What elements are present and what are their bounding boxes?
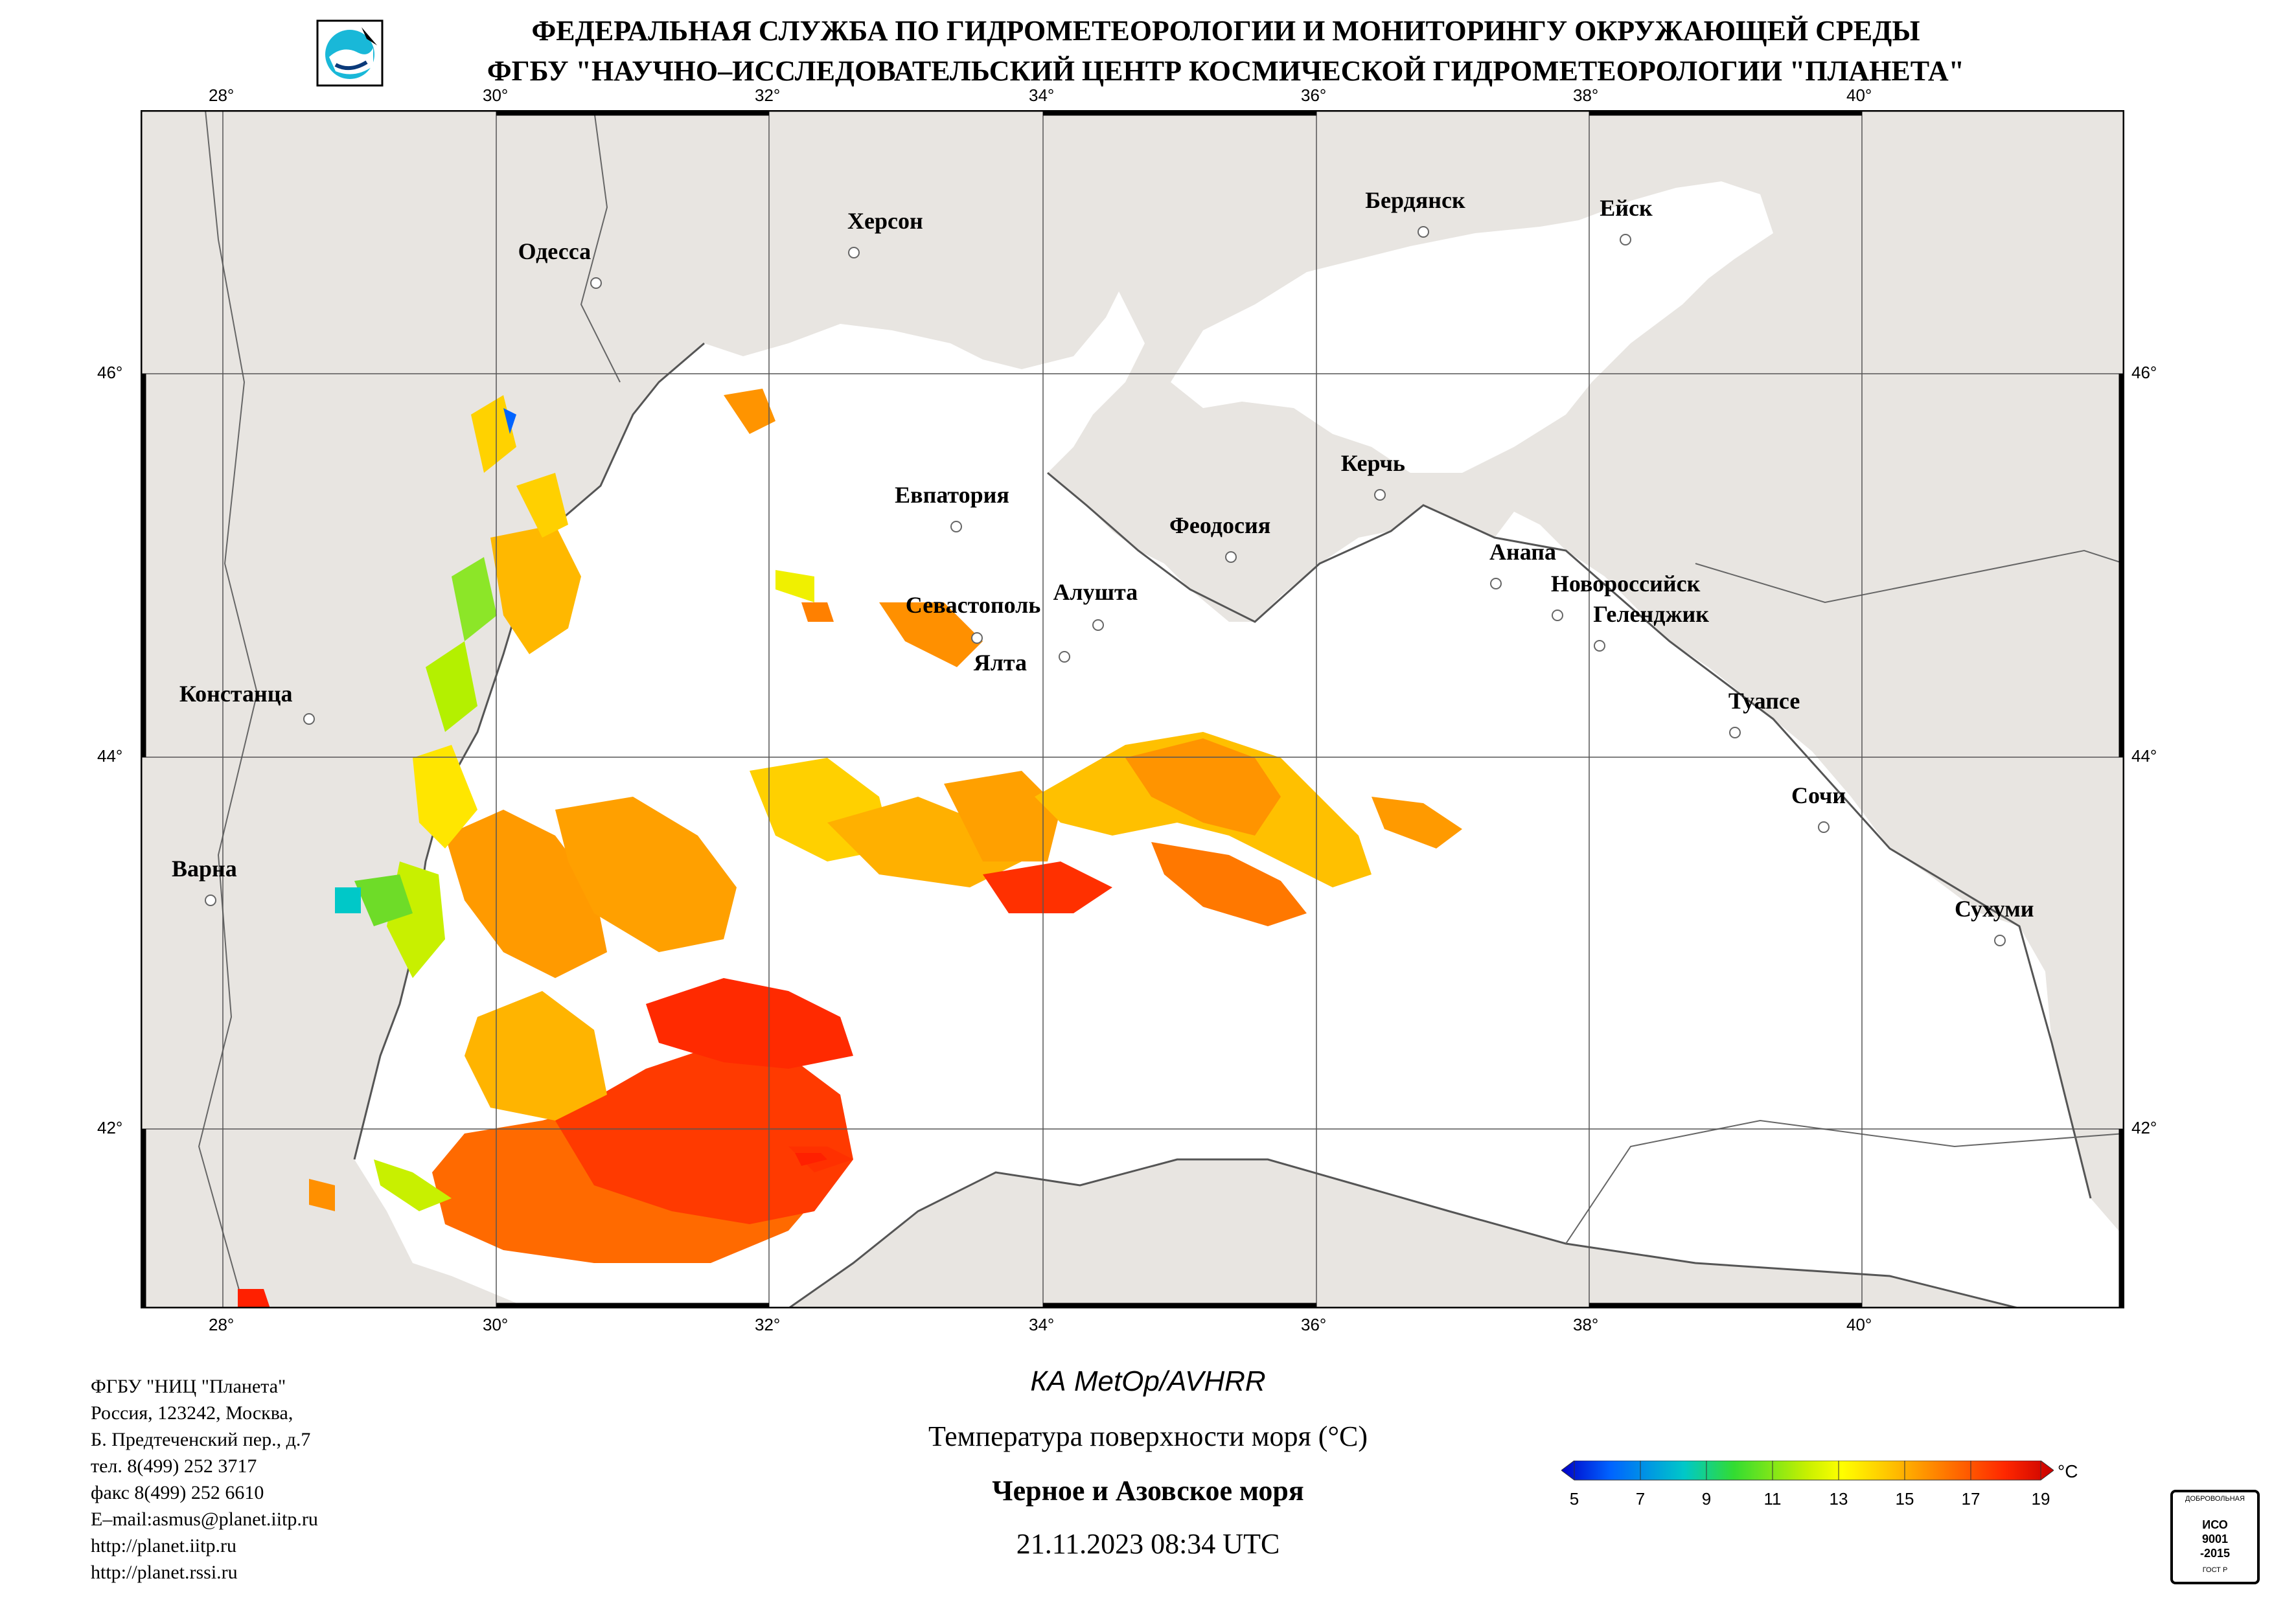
city-marker	[950, 521, 963, 533]
address-line[interactable]: http://planet.rssi.ru	[91, 1562, 238, 1583]
lon-label-top: 32°	[755, 85, 781, 105]
city-marker	[1224, 551, 1237, 563]
header-line-1: ФЕДЕРАЛЬНАЯ СЛУЖБА ПО ГИДРОМЕТЕОРОЛОГИИ …	[531, 15, 1920, 47]
iso-badge-line2: 9001	[2201, 1533, 2229, 1545]
city-label: Геленджик	[1593, 600, 1710, 627]
colorbar-tick: 11	[1764, 1489, 1782, 1509]
address-block: ФГБУ "НИЦ "Планета" Россия, 123242, Моск…	[91, 1373, 318, 1586]
city-label: Евпатория	[895, 482, 1009, 508]
colorbar-tick: 17	[1962, 1489, 1980, 1509]
colorbar-tick: 13	[1830, 1489, 1848, 1509]
lat-label-left: 44°	[97, 746, 123, 766]
lon-label-bottom: 30°	[483, 1315, 509, 1334]
address-line: факс 8(499) 252 6610	[91, 1482, 264, 1503]
header-line-2: ФГБУ "НАУЧНО–ИССЛЕДОВАТЕЛЬСКИЙ ЦЕНТР КОС…	[487, 55, 1965, 87]
parameter-label: Температура поверхности моря (°С)	[928, 1420, 1368, 1452]
lon-label-top: 40°	[1846, 85, 1872, 105]
address-line[interactable]: http://planet.iitp.ru	[91, 1535, 236, 1556]
colorbar-tick: 19	[2032, 1489, 2050, 1509]
lat-label-left: 42°	[97, 1118, 123, 1137]
lon-label-top: 38°	[1573, 85, 1599, 105]
city-label: Керчь	[1340, 450, 1405, 476]
address-line: ФГБУ "НИЦ "Планета"	[91, 1376, 286, 1397]
city-label: Туапсе	[1728, 687, 1800, 714]
city-label: Ейск	[1600, 195, 1653, 222]
lon-label-bottom: 28°	[209, 1315, 235, 1334]
satellite-label: КА MetOp/AVHRR	[1030, 1365, 1266, 1397]
city-label: Бердянск	[1365, 187, 1465, 214]
lon-label-bottom: 34°	[1029, 1315, 1055, 1334]
city-label: Одесса	[518, 238, 591, 265]
iso-badge-line3: -2015	[2199, 1547, 2231, 1560]
colorbar: 5 7 9 11 13 15 17 19	[1561, 1460, 2054, 1512]
datetime-label: 21.11.2023 08:34 UTC	[1016, 1528, 1280, 1560]
city-marker	[1817, 821, 1830, 833]
sst-field	[238, 389, 1462, 1308]
city-marker	[1993, 934, 2006, 946]
city-label: Ялта	[973, 650, 1027, 676]
colorbar-tick: 15	[1896, 1489, 1914, 1509]
address-line: E–mail:asmus@planet.iitp.ru	[91, 1509, 318, 1530]
colorbar-tick: 5	[1570, 1489, 1579, 1509]
azov-sea	[1171, 181, 1773, 473]
lon-label-top: 36°	[1301, 85, 1327, 105]
lon-label-bottom: 32°	[755, 1315, 781, 1334]
lon-label-bottom: 40°	[1846, 1315, 1872, 1334]
city-marker	[970, 632, 983, 644]
colorbar-tick: 7	[1636, 1489, 1645, 1509]
sst-map: Одесса Херсон Бердянск Ейск Евпатория Керчь Фе…	[140, 109, 2125, 1310]
city-label: Новороссийск	[1550, 571, 1701, 597]
city-marker	[1594, 639, 1606, 652]
iso-badge-line1: ИСО	[2202, 1518, 2228, 1531]
city-marker	[590, 277, 602, 290]
city-marker	[1551, 610, 1563, 622]
city-label: Севастополь	[905, 592, 1041, 619]
iso-badge-top: ДОБРОВОЛЬНАЯ	[2185, 1495, 2245, 1503]
colorbar-tick: 9	[1702, 1489, 1711, 1509]
address-line: тел. 8(499) 252 3717	[91, 1455, 257, 1477]
lon-label-top: 28°	[209, 85, 235, 105]
colorbar-unit: °C	[2058, 1461, 2078, 1481]
city-label: Феодосия	[1169, 512, 1271, 538]
region-label: Черное и Азовское моря	[992, 1475, 1304, 1507]
city-marker	[1092, 619, 1105, 631]
iso-badge-bottom: ГОСТ Р	[2202, 1566, 2228, 1574]
lon-label-bottom: 36°	[1301, 1315, 1327, 1334]
city-label: Анапа	[1489, 538, 1556, 565]
lat-label-left: 46°	[97, 363, 123, 382]
city-label: Сочи	[1791, 782, 1846, 808]
address-line: Б. Предтеченский пер., д.7	[91, 1429, 311, 1450]
lon-label-top: 30°	[483, 85, 509, 105]
city-label: Сухуми	[1954, 895, 2034, 922]
city-marker	[1373, 488, 1386, 501]
iso-certification-badge: ДОБРОВОЛЬНАЯ ИСО 9001 -2015 ГОСТ Р	[2170, 1490, 2260, 1584]
lon-label-bottom: 38°	[1573, 1315, 1599, 1334]
lat-label-right: 44°	[2131, 746, 2157, 766]
city-marker	[1058, 651, 1070, 663]
city-label: Варна	[172, 856, 237, 882]
city-marker	[848, 247, 860, 259]
city-marker	[1418, 226, 1430, 238]
planeta-logo	[316, 19, 384, 87]
lon-label-top: 34°	[1029, 85, 1055, 105]
city-marker	[1620, 234, 1632, 246]
city-marker	[1489, 577, 1502, 589]
lat-label-right: 42°	[2131, 1118, 2157, 1137]
city-label: Алушта	[1053, 578, 1138, 605]
city-label: Констанца	[179, 681, 293, 707]
lat-label-right: 46°	[2131, 363, 2157, 382]
address-line: Россия, 123242, Москва,	[91, 1402, 293, 1424]
city-label: Херсон	[847, 208, 923, 234]
city-marker	[303, 713, 315, 725]
city-marker	[205, 895, 217, 907]
city-marker	[1728, 726, 1741, 738]
